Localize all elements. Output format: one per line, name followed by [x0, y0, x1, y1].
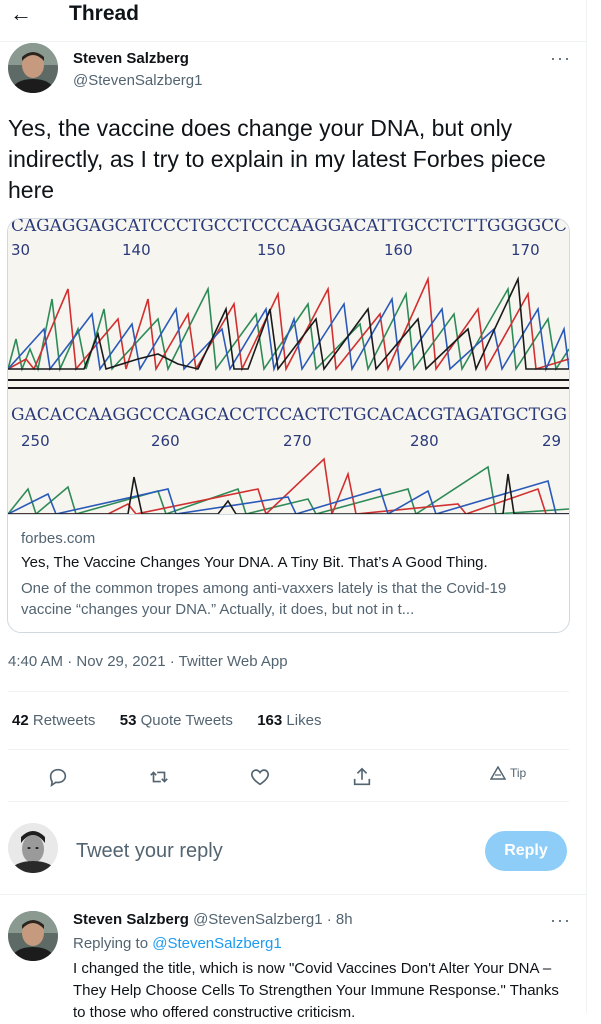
reply-author-avatar[interactable] [8, 911, 58, 961]
author-handle[interactable]: @StevenSalzberg1 [73, 72, 203, 89]
tip-label: Tip [510, 766, 527, 780]
replying-to-label: Replying to [73, 935, 149, 952]
link-card[interactable]: CAGAGGAGCATCCCTGCCTCCCAAGGACATTGCCTCTTGG… [7, 218, 570, 633]
quote-tweets-count: 53 [119, 712, 137, 729]
more-horizontal-icon[interactable]: ··· [550, 48, 571, 68]
reply-button[interactable]: Reply [485, 831, 567, 871]
chromatogram-tick: 29 [542, 432, 561, 450]
reply-header: Steven Salzberg @StevenSalzberg1 · 8h [73, 911, 353, 928]
likes-stat[interactable]: 163 Likes [257, 712, 321, 729]
card-domain: forbes.com [21, 530, 96, 547]
chromatogram-tick: 140 [122, 241, 151, 259]
quote-tweets-stat[interactable]: 53 Quote Tweets [120, 712, 233, 729]
tweet-timestamp[interactable]: 4:40 AM · Nov 29, 2021 · Twitter Web App [8, 653, 288, 670]
retweets-count: 42 [12, 712, 29, 729]
tip-button[interactable]: Tip [490, 766, 526, 780]
chromatogram-tick: 160 [384, 241, 413, 259]
quote-tweets-label: Quote Tweets [140, 712, 233, 729]
chromatogram-tick: 280 [410, 432, 439, 450]
current-user-avatar[interactable] [8, 823, 58, 873]
chromatogram-top-sequence: CAGAGGAGCATCCCTGCCTCCCAAGGACATTGCCTCTTGG… [11, 219, 567, 236]
heart-icon[interactable] [242, 759, 278, 795]
card-description: One of the common tropes among anti-vaxx… [21, 580, 507, 618]
replying-to-handle[interactable]: @StevenSalzberg1 [152, 935, 282, 952]
reply-time[interactable]: · 8h [326, 911, 353, 928]
page-title: Thread [69, 2, 140, 25]
composer-divider [0, 894, 586, 895]
card-image: CAGAGGAGCATCCCTGCCTCCCAAGGACATTGCCTCTTGG… [8, 219, 569, 518]
chromatogram-tick: 30 [11, 241, 30, 259]
tweet-stats: 42 Retweets 53 Quote Tweets 163 Likes [12, 712, 321, 729]
reply-author-handle[interactable]: @StevenSalzberg1 [193, 911, 323, 928]
reply-icon[interactable] [40, 759, 76, 795]
share-icon[interactable] [344, 759, 380, 795]
actions-divider [8, 801, 569, 802]
reply-author-name[interactable]: Steven Salzberg [73, 911, 189, 928]
card-title: Yes, The Vaccine Changes Your DNA. A Tin… [21, 554, 488, 571]
likes-count: 163 [257, 712, 283, 729]
chromatogram-tick: 260 [151, 432, 180, 450]
retweet-icon[interactable] [141, 759, 177, 795]
chromatogram-tick: 170 [511, 241, 540, 259]
retweets-stat[interactable]: 42 Retweets [12, 712, 95, 729]
reply-text: I changed the title, which is now "Covid… [73, 960, 559, 1021]
author-name[interactable]: Steven Salzberg [73, 50, 189, 67]
replying-to: Replying to @StevenSalzberg1 [73, 935, 282, 952]
reply-input[interactable]: Tweet your reply [76, 840, 223, 862]
arrow-left-icon[interactable]: ← [10, 1, 32, 26]
tip-icon [490, 766, 506, 780]
header-divider [0, 41, 586, 42]
chromatogram-tick: 150 [257, 241, 286, 259]
chromatogram-bottom-sequence: GACACCAAGGCCCAGCACCTCCACTCTGCACACGTAGATG… [11, 405, 567, 425]
stats-divider [8, 749, 569, 750]
tweet-text: Yes, the vaccine does change your DNA, b… [8, 115, 546, 203]
author-avatar[interactable] [8, 43, 58, 93]
likes-label: Likes [286, 712, 322, 729]
chromatogram-tick: 250 [21, 432, 50, 450]
column-border [586, 0, 587, 1013]
meta-divider [8, 691, 569, 692]
more-horizontal-icon[interactable]: ··· [550, 910, 571, 930]
chromatogram-tick: 270 [283, 432, 312, 450]
retweets-label: Retweets [32, 712, 96, 729]
